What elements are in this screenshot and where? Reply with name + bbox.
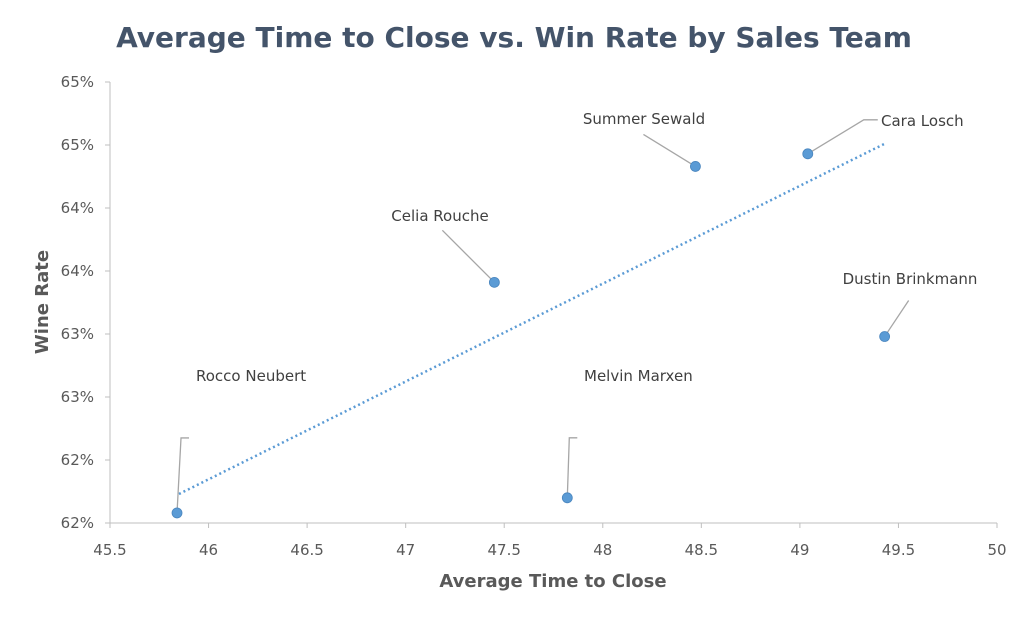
y-tick-label: 65%	[61, 73, 94, 91]
chart-title: Average Time to Close vs. Win Rate by Sa…	[116, 21, 912, 54]
x-tick-label: 46.5	[290, 541, 323, 559]
x-tick-label: 47.5	[488, 541, 521, 559]
data-point	[879, 331, 891, 342]
data-label: Dustin Brinkmann	[843, 270, 978, 288]
x-tick-label: 50	[987, 541, 1006, 559]
x-tick-label: 45.5	[93, 541, 126, 559]
trendline	[178, 142, 886, 496]
x-tick-label: 46	[199, 541, 218, 559]
data-point	[802, 148, 814, 160]
y-tick-label: 63%	[61, 388, 94, 406]
leader-line	[807, 119, 878, 155]
leader-line	[176, 437, 190, 513]
x-axis-ticks: 45.5 46 46.5 47 47.5 48 48.5 49 49.5 50	[93, 523, 1007, 559]
leader-line	[884, 300, 910, 337]
y-axis-title: Wine Rate	[32, 250, 53, 354]
data-point	[690, 161, 701, 172]
data-label: Celia Rouche	[391, 207, 488, 225]
leader-lines	[176, 119, 910, 513]
data-label: Cara Losch	[881, 112, 964, 130]
data-point	[171, 507, 183, 519]
data-points	[171, 148, 891, 519]
y-tick-label: 62%	[61, 451, 94, 469]
y-tick-label: 65%	[61, 136, 94, 154]
y-tick-label: 64%	[61, 262, 94, 280]
x-tick-label: 47	[396, 541, 415, 559]
leader-line	[441, 229, 495, 283]
data-label: Melvin Marxen	[584, 367, 693, 385]
x-tick-label: 48.5	[685, 541, 718, 559]
x-tick-label: 49	[790, 541, 809, 559]
data-label: Summer Sewald	[583, 110, 705, 128]
leader-line	[643, 133, 696, 167]
data-labels: Rocco Neubert Celia Rouche Melvin Marxen Su…	[196, 110, 977, 385]
y-axis-ticks: 62% 62% 63% 63% 64% 64% 65% 65%	[61, 73, 110, 532]
leader-line	[566, 437, 578, 498]
x-tick-label: 49.5	[882, 541, 915, 559]
y-tick-label: 63%	[61, 325, 94, 343]
data-label: Rocco Neubert	[196, 367, 306, 385]
x-tick-label: 48	[593, 541, 612, 559]
y-tick-label: 64%	[61, 199, 94, 217]
data-point	[561, 492, 573, 504]
y-tick-label: 62%	[61, 514, 94, 532]
x-axis-title: Average Time to Close	[439, 571, 666, 592]
data-point	[488, 276, 500, 288]
